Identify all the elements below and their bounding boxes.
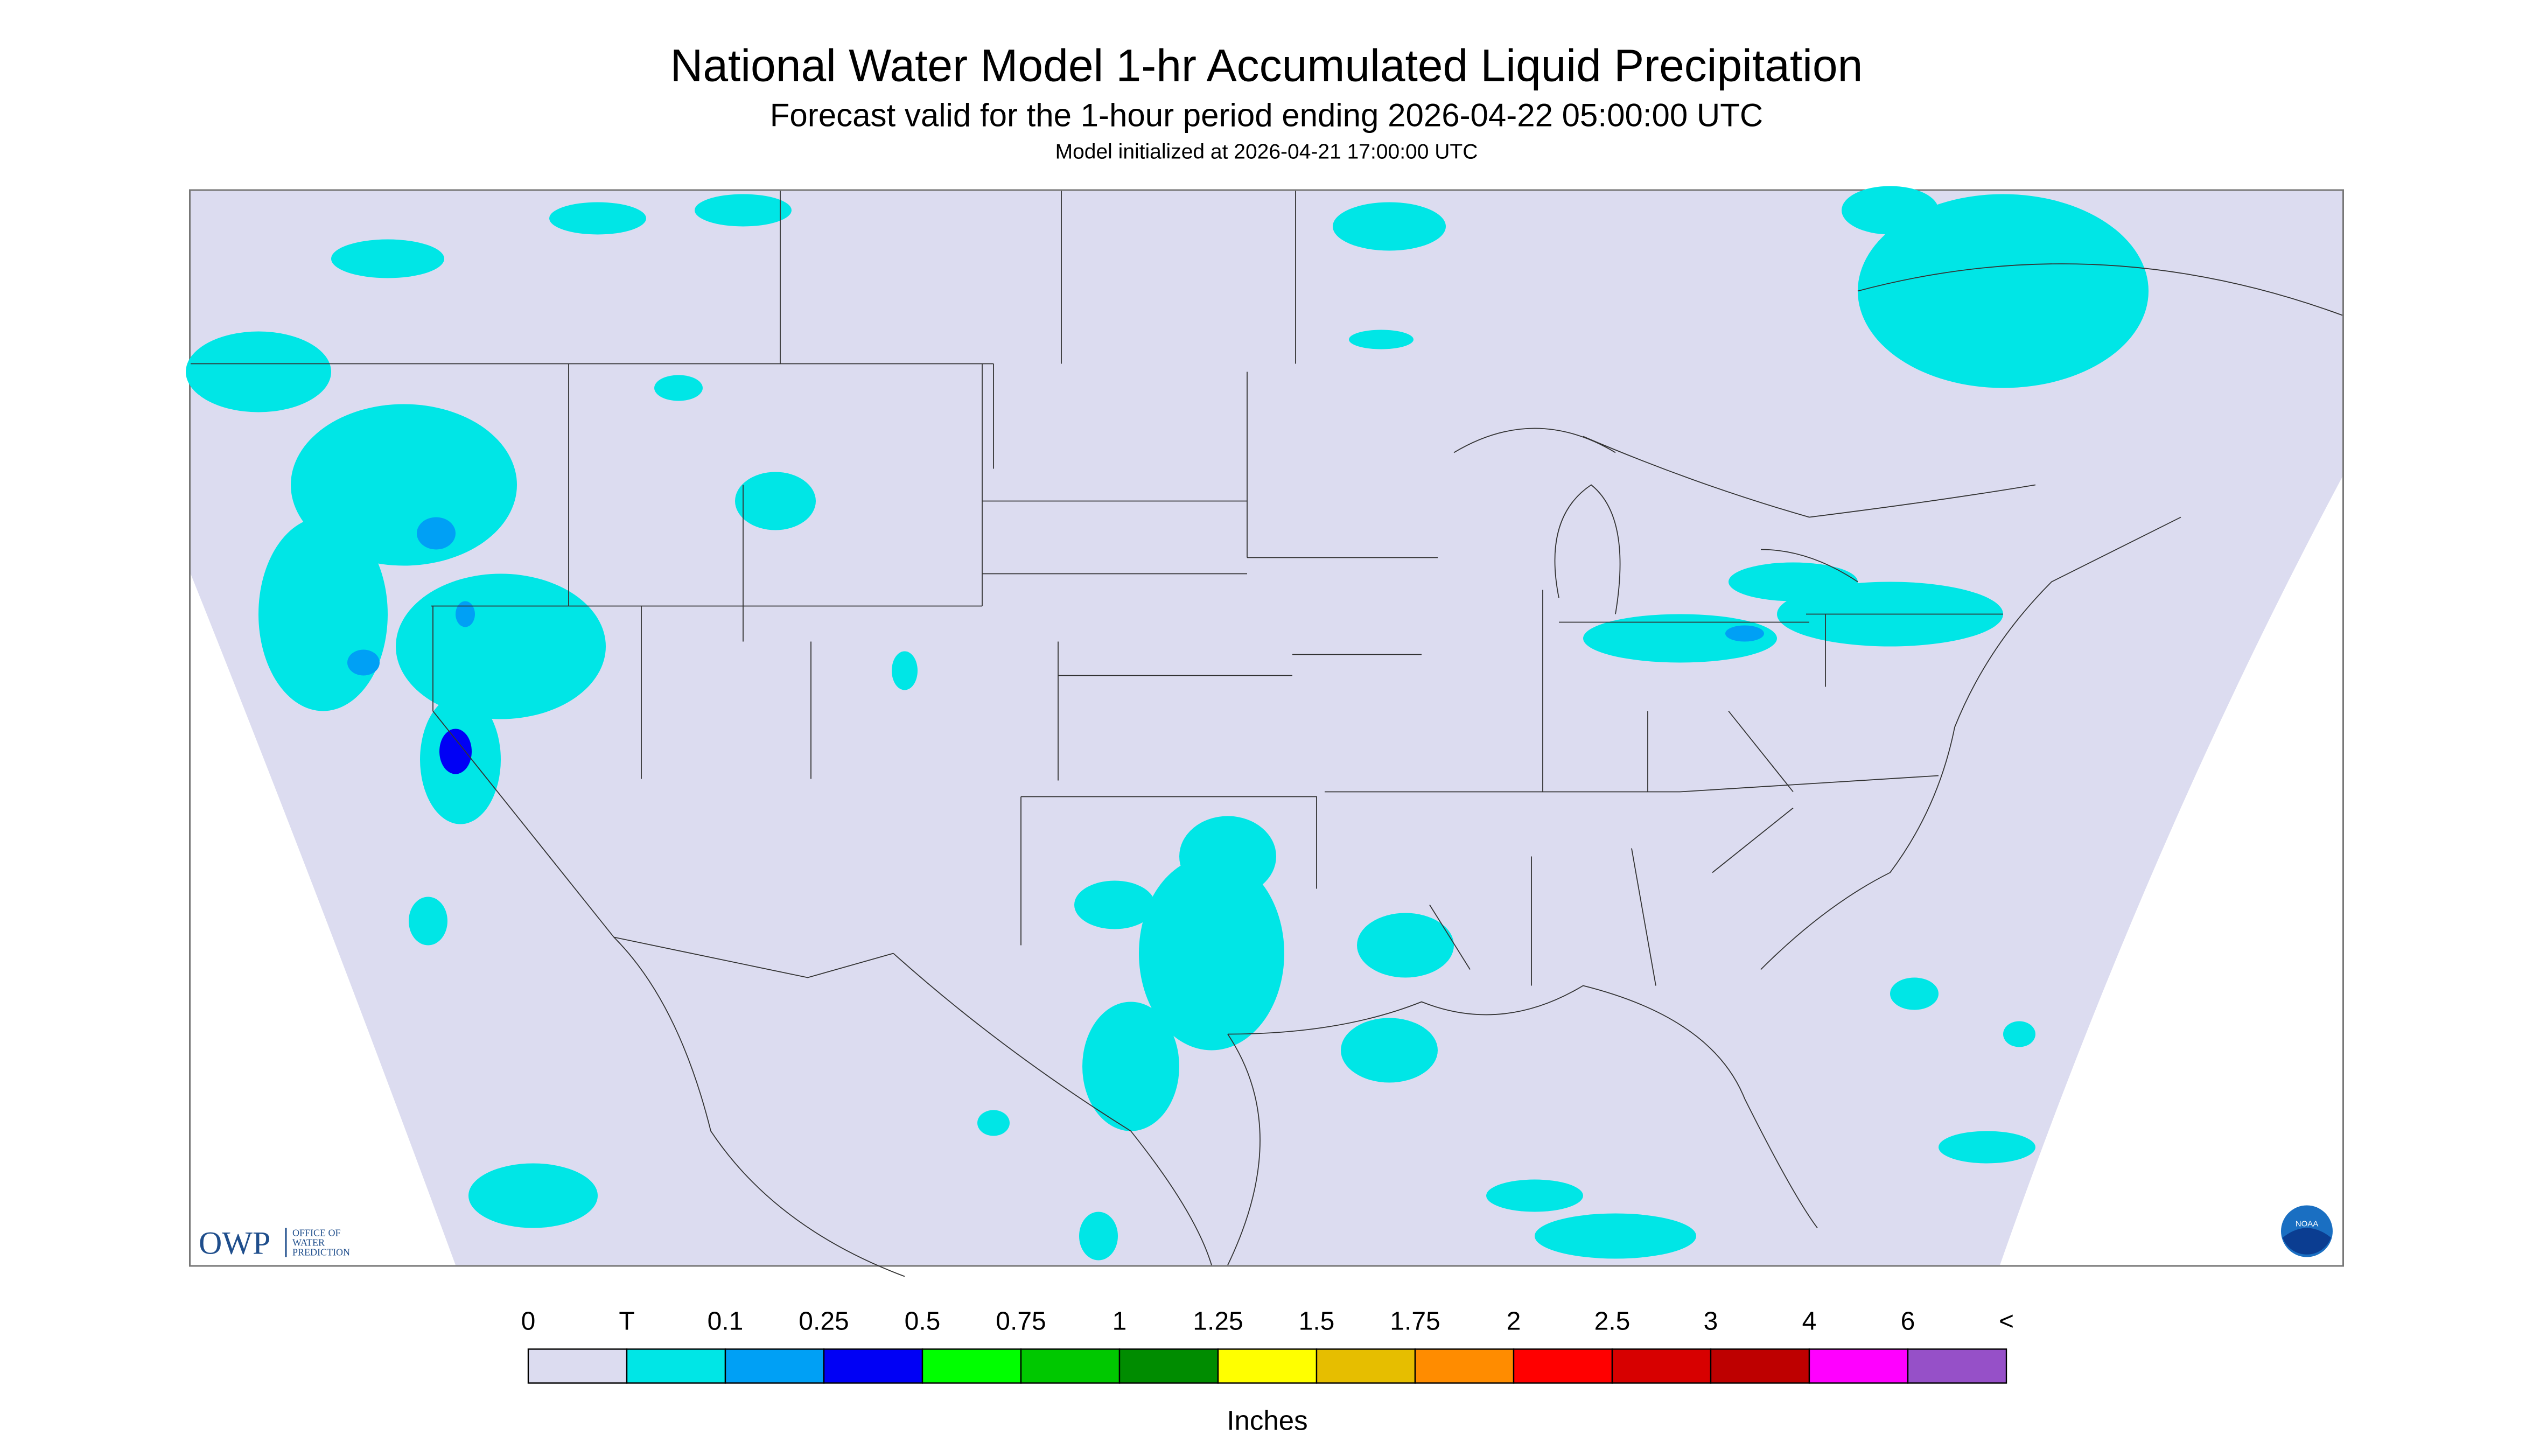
precip-area (735, 472, 816, 530)
legend-swatch (823, 1348, 923, 1384)
precip-area (695, 194, 792, 227)
legend-label: 2 (1507, 1307, 1521, 1336)
precip-areas (186, 186, 2149, 1261)
precip-area (347, 649, 380, 676)
precip-area (1535, 1213, 1696, 1259)
precip-area (1357, 913, 1454, 978)
legend-swatch (626, 1348, 726, 1384)
logo-line: PREDICTION (292, 1247, 350, 1258)
legend-label: 0 (521, 1307, 536, 1336)
precip-area (1333, 202, 1446, 251)
precip-area (892, 651, 918, 690)
noaa-text: NOAA (2296, 1220, 2319, 1229)
precip-area (1139, 856, 1284, 1051)
logo-line: OFFICE OF (292, 1228, 341, 1238)
precip-area (409, 897, 447, 946)
precip-area (1082, 1002, 1179, 1131)
precip-area (396, 573, 606, 719)
legend-label: 0.5 (905, 1307, 941, 1336)
legend-swatch (1217, 1348, 1318, 1384)
legend-label: 3 (1704, 1307, 1718, 1336)
legend-label: 1.75 (1390, 1307, 1440, 1336)
legend-swatch (1710, 1348, 1810, 1384)
legend-swatch (1907, 1348, 2007, 1384)
precip-area (1349, 330, 1414, 349)
precip-area (2003, 1021, 2035, 1047)
legend-swatch (1414, 1348, 1515, 1384)
legend-label: 0.25 (799, 1307, 849, 1336)
precip-area (977, 1110, 1010, 1136)
noaa-logo: NOAA (2281, 1205, 2333, 1257)
legend-label: 6 (1901, 1307, 1915, 1336)
precip-area (1842, 186, 1939, 235)
precip-area (1729, 562, 1858, 601)
init-time: Model initialized at 2026-04-21 17:00:00… (1055, 141, 1478, 164)
precip-area (1079, 1212, 1118, 1261)
legend-label: 1.5 (1299, 1307, 1335, 1336)
legend-swatch (1513, 1348, 1613, 1384)
precip-area (654, 375, 703, 401)
legend-label: < (1999, 1307, 2014, 1336)
precip-area (1341, 1018, 1438, 1083)
legend-units: Inches (1227, 1405, 1307, 1436)
logo-text: OWP (199, 1226, 270, 1261)
logo-line: WATER (292, 1237, 325, 1248)
subtitle: Forecast valid for the 1-hour period end… (770, 97, 1763, 134)
legend-label: 4 (1802, 1307, 1817, 1336)
legend-swatch (1020, 1348, 1121, 1384)
legend-label: 0.75 (996, 1307, 1046, 1336)
legend-label: 1 (1112, 1307, 1127, 1336)
precip-area (1939, 1131, 2035, 1164)
legend-label: T (619, 1307, 634, 1336)
legend-swatch (724, 1348, 825, 1384)
precip-area (468, 1163, 598, 1228)
precip-area (549, 202, 646, 235)
precip-area (1486, 1179, 1583, 1212)
title: National Water Model 1-hr Accumulated Li… (670, 40, 1863, 91)
precip-area (417, 517, 456, 550)
map-domain (191, 191, 2342, 1265)
legend: 0 T 0.1 0.25 0.5 0.75 1 1.25 1.5 1.75 2 2.5 3 4 6 < Inch… (521, 1307, 2014, 1436)
legend-swatch (527, 1348, 628, 1384)
precip-area (456, 601, 475, 627)
legend-label: 2.5 (1594, 1307, 1631, 1336)
noaa-wave (2283, 1228, 2331, 1255)
precip-area (331, 239, 444, 278)
precip-area (186, 331, 331, 412)
legend-label: 1.25 (1193, 1307, 1243, 1336)
precip-area (1179, 816, 1276, 897)
precip-area (1583, 614, 1777, 663)
precip-area (1858, 194, 2149, 388)
legend-swatch (1118, 1348, 1219, 1384)
legend-label: 0.1 (708, 1307, 744, 1336)
borders (191, 191, 2343, 1277)
owp-logo: OWP OFFICE OF WATER PREDICTION (199, 1226, 350, 1261)
precip-area (258, 517, 388, 711)
legend-swatch (921, 1348, 1022, 1384)
legend-swatch (1808, 1348, 1909, 1384)
precip-area (1725, 625, 1764, 642)
legend-swatch (1611, 1348, 1712, 1384)
legend-swatch (1316, 1348, 1416, 1384)
precip-area (439, 729, 472, 774)
precip-area (1074, 880, 1155, 929)
precip-area (1890, 977, 1939, 1010)
